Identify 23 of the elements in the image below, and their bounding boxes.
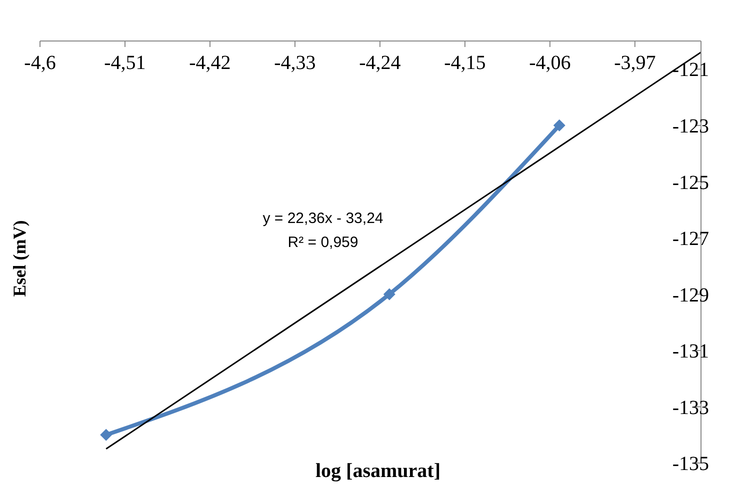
x-tick-label: -4,06 xyxy=(529,52,571,74)
y-tick-label: -129 xyxy=(672,284,709,306)
y-tick-label: -131 xyxy=(672,340,709,363)
x-tick-label: -4,51 xyxy=(104,52,146,74)
x-tick-label: -4,42 xyxy=(189,52,231,74)
x-tick-label: -4,24 xyxy=(359,52,401,74)
y-tick-label: -135 xyxy=(672,453,709,476)
y-tick-label: -121 xyxy=(672,59,709,82)
x-tick-label: -4,15 xyxy=(444,52,486,74)
y-tick-label: -123 xyxy=(672,116,709,138)
y-axis-title: Esel (mV) xyxy=(10,220,30,296)
point xyxy=(100,428,112,441)
x-tick-label: -4,33 xyxy=(274,52,316,74)
annotation: R² = 0,959 xyxy=(286,234,360,251)
annotation: y = 22,36x - 33,24 xyxy=(262,210,384,227)
point xyxy=(553,119,566,132)
x-axis-title: log [asamurat] xyxy=(314,460,442,483)
y-tick-label: -125 xyxy=(672,172,709,194)
x-tick-label: -3,97 xyxy=(614,52,656,74)
x-tick-label: -4,6 xyxy=(24,52,56,74)
y-tick-label: -127 xyxy=(672,228,709,250)
y-tick-label: -133 xyxy=(672,396,709,419)
point xyxy=(383,288,396,300)
